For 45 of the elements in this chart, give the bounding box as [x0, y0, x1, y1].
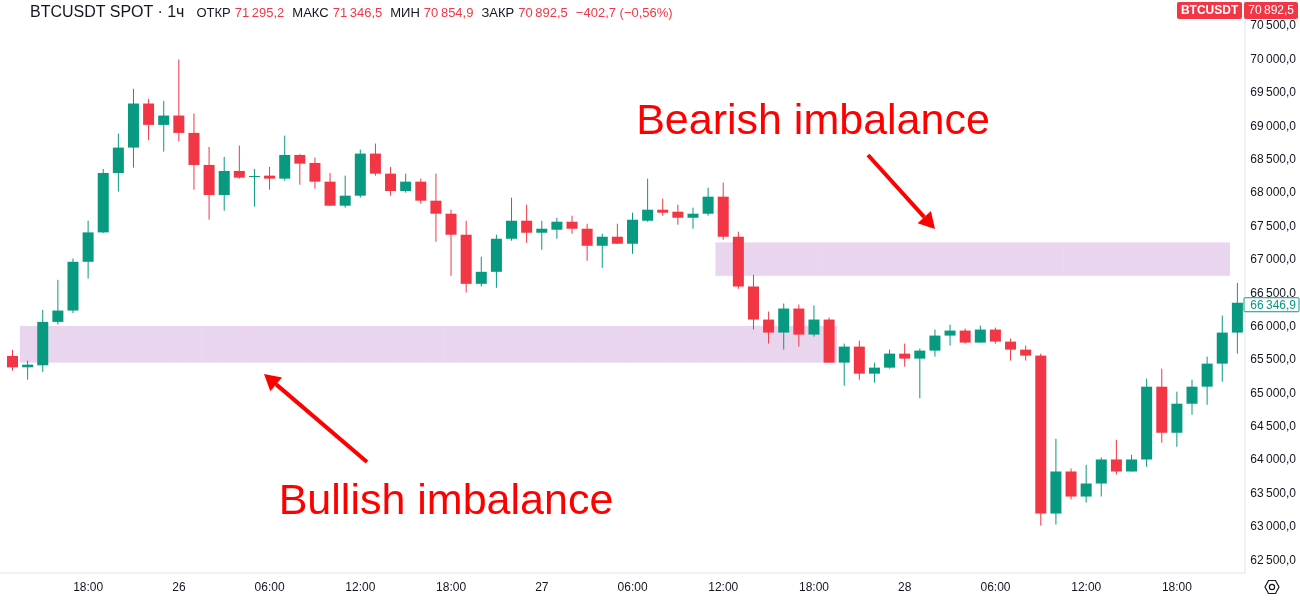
y-tick-label: 68 500,0 [1250, 151, 1297, 166]
text: 66 346,9 [1250, 297, 1297, 312]
annotation: 70 892,5 [518, 5, 568, 20]
annotation: МАКС [292, 5, 329, 20]
annotation: 70 854,9 [423, 5, 474, 20]
x-tick-label: 27 [535, 580, 549, 594]
annotation: 71 346,5 [332, 5, 383, 20]
y-tick-label: 63 000,0 [1250, 519, 1297, 534]
y-tick-label: 67 000,0 [1250, 252, 1297, 267]
x-tick-label: 28 [898, 580, 912, 594]
x-tick-label: 06:00 [980, 580, 1011, 594]
annotation: ОТКР [196, 5, 231, 20]
y-tick-label: 70 000,0 [1250, 51, 1297, 66]
y-tick-label: 69 000,0 [1250, 118, 1297, 133]
x-tick-label: 18:00 [436, 580, 467, 594]
text: 70 892,5 [1244, 2, 1298, 19]
x-tick-label: 06:00 [617, 580, 648, 594]
y-tick-label: 67 500,0 [1250, 218, 1297, 233]
x-tick-label: 12:00 [1071, 580, 1102, 594]
y-tick-label: 68 000,0 [1250, 185, 1297, 200]
text: Bullish imbalance [278, 475, 614, 523]
text: Bearish imbalance [636, 95, 990, 143]
x-tick-label: 12:00 [708, 580, 739, 594]
chart-title: BTCUSDT SPOT · 1ч [30, 3, 185, 21]
y-tick-label: 64 500,0 [1250, 419, 1297, 434]
annotation: −402,7 (−0,56%) [575, 5, 673, 20]
y-tick-label: 64 000,0 [1250, 452, 1297, 467]
y-tick-label: 66 500,0 [1250, 285, 1297, 300]
x-tick-label: 12:00 [345, 580, 376, 594]
x-tick-label: 26 [172, 580, 186, 594]
x-tick-label: 18:00 [1161, 580, 1193, 594]
x-tick-label: 18:00 [73, 580, 104, 594]
y-tick-label: 70 500,0 [1250, 18, 1297, 33]
y-tick-label: 62 500,0 [1250, 552, 1297, 567]
annotation: ЗАКР [481, 5, 515, 20]
y-tick-label: 65 500,0 [1250, 352, 1297, 367]
annotation: МИН [390, 5, 420, 20]
y-tick-label: 63 500,0 [1250, 485, 1297, 500]
x-tick-label: 06:00 [254, 580, 285, 594]
annotation: 71 295,2 [234, 5, 285, 20]
y-tick-label: 69 500,0 [1250, 85, 1297, 100]
y-tick-label: 66 000,0 [1250, 318, 1297, 333]
annotation: BTCUSDT [1176, 2, 1243, 19]
x-tick-label: 18:00 [799, 580, 830, 594]
y-tick-label: 65 000,0 [1250, 385, 1297, 400]
